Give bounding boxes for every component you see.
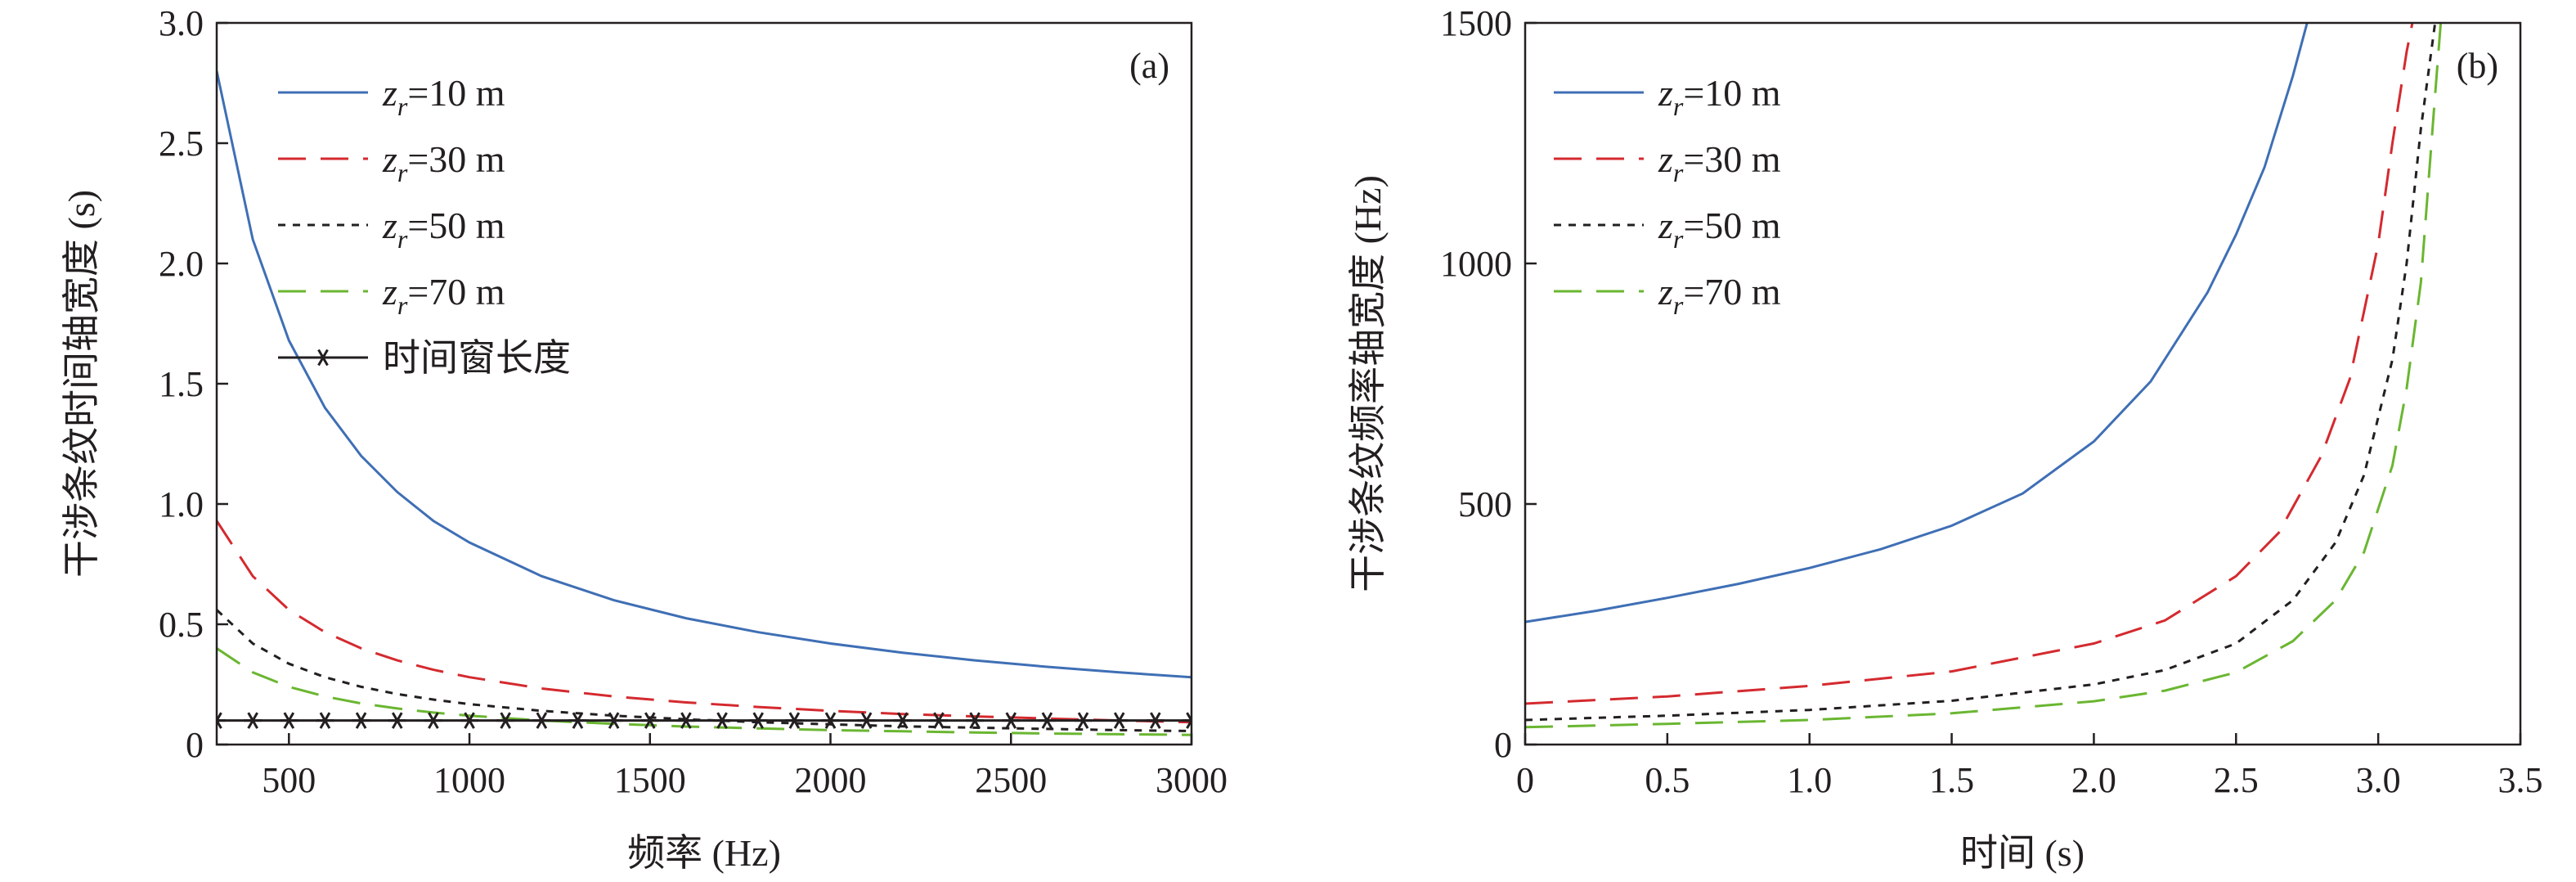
y-tick-label: 2.5 — [159, 124, 204, 164]
legend-label: zr=10 m — [1658, 72, 1781, 121]
x-tick-label: 3000 — [1156, 760, 1227, 800]
x-tick-label: 1000 — [433, 760, 505, 800]
series-line-1 — [1525, 23, 2309, 623]
panel-a-series — [217, 70, 1192, 736]
legend-item-3: zr=50 m — [1554, 205, 1781, 254]
y-tick-label: 500 — [1458, 484, 1512, 524]
star-marker — [640, 712, 659, 729]
star-marker — [1038, 712, 1057, 729]
x-tick-label: 500 — [262, 760, 316, 800]
y-tick-label: 1000 — [1440, 244, 1512, 284]
star-marker — [785, 712, 804, 729]
series-line-3 — [1525, 23, 2437, 722]
star-marker — [280, 712, 298, 729]
star-marker — [893, 712, 912, 729]
y-tick-label: 3.0 — [159, 3, 204, 43]
star-marker — [388, 712, 406, 729]
panel-b-x-axis-title: 时间 (s) — [1960, 832, 2085, 874]
panel-a-y-axis-title: 干涉条纹时间轴宽度 (s) — [61, 190, 102, 578]
legend-label: zr=50 m — [1658, 205, 1781, 254]
panel-a-ticks: 500 1000 1500 2000 2500 3000 0 0.5 1.0 1.5 2.0 2.5 3… — [159, 3, 1227, 800]
x-tick-label: 2.5 — [2214, 760, 2259, 800]
star-marker — [821, 712, 840, 729]
star-marker — [713, 712, 732, 729]
y-tick-label: 1.5 — [159, 364, 204, 404]
x-tick-label: 1500 — [614, 760, 686, 800]
star-marker — [244, 712, 263, 729]
panel-b-tag: (b) — [2457, 46, 2498, 86]
series-line-2 — [1525, 23, 2414, 705]
series-line-4 — [1525, 23, 2443, 729]
panel-b-series — [1525, 23, 2443, 729]
star-marker — [929, 712, 948, 729]
legend-item-2: zr=30 m — [1554, 138, 1781, 187]
x-tick-label: 1.0 — [1787, 760, 1832, 800]
panel-b: 0 0.5 1.0 1.5 2.0 2.5 3.0 3.5 0 500 1000 1500 (b) 时… — [1347, 3, 2543, 874]
x-tick-label: 2000 — [795, 760, 867, 800]
star-marker — [1110, 712, 1129, 729]
panel-b-plot-frame — [1524, 21, 2522, 746]
legend-label: zr=10 m — [382, 72, 505, 121]
panel-a-legend: zr=10 m zr=30 m zr=50 m zr=70 m 时间窗长度 — [278, 72, 571, 379]
y-tick-label: 0.5 — [159, 605, 204, 645]
panel-b-ticks: 0 0.5 1.0 1.5 2.0 2.5 3.0 3.5 0 500 1000 1500 — [1440, 3, 2543, 800]
panel-a-plot-frame — [215, 21, 1193, 746]
panel-b-y-axis-title: 干涉条纹频率轴宽度 (Hz) — [1347, 175, 1389, 592]
star-marker — [749, 712, 768, 729]
star-marker — [604, 712, 623, 729]
legend-item-5: 时间窗长度 — [278, 337, 571, 379]
y-tick-label: 0 — [186, 725, 204, 765]
star-marker — [857, 712, 876, 729]
series-line-4 — [217, 647, 1192, 736]
panel-b-legend: zr=10 m zr=30 m zr=50 m zr=70 m — [1554, 72, 1781, 320]
legend-label: zr=70 m — [1658, 271, 1781, 320]
series-line-1 — [217, 70, 1192, 679]
legend-item-4: zr=70 m — [1554, 271, 1781, 320]
x-tick-label: 0.5 — [1645, 760, 1690, 800]
x-tick-label: 2500 — [975, 760, 1047, 800]
y-tick-label: 2.0 — [159, 244, 204, 284]
panel-a-x-axis-title: 频率 (Hz) — [627, 832, 781, 874]
star-marker — [1183, 712, 1192, 729]
star-marker — [1074, 712, 1093, 729]
star-marker — [676, 712, 695, 729]
y-tick-label: 0 — [1494, 725, 1512, 765]
y-tick-label: 1500 — [1440, 3, 1512, 43]
series-line-2 — [217, 520, 1192, 724]
series-line-3 — [217, 609, 1192, 732]
legend-label: 时间窗长度 — [383, 337, 571, 379]
legend-item-2: zr=30 m — [278, 138, 505, 187]
legend-item-1: zr=10 m — [278, 72, 505, 121]
x-tick-label: 1.5 — [1929, 760, 1974, 800]
x-tick-label: 3.0 — [2356, 760, 2401, 800]
star-marker — [568, 712, 587, 729]
panel-a: 500 1000 1500 2000 2500 3000 0 0.5 1.0 1.5 2.0 2.5 3… — [61, 3, 1227, 874]
legend-item-3: zr=50 m — [278, 205, 505, 254]
star-marker — [532, 712, 551, 729]
legend-label: zr=50 m — [382, 205, 505, 254]
x-tick-label: 3.5 — [2498, 760, 2543, 800]
legend-item-1: zr=10 m — [1554, 72, 1781, 121]
star-marker — [1002, 712, 1021, 729]
star-marker — [496, 712, 515, 729]
star-marker — [424, 712, 442, 729]
x-tick-label: 0 — [1516, 760, 1534, 800]
panel-a-tag: (a) — [1129, 46, 1169, 86]
x-tick-label: 2.0 — [2071, 760, 2116, 800]
legend-item-4: zr=70 m — [278, 271, 505, 320]
star-marker — [352, 712, 370, 729]
star-marker — [316, 712, 334, 729]
star-marker — [460, 712, 479, 729]
star-marker — [217, 712, 226, 729]
star-marker — [1146, 712, 1165, 729]
star-marker — [966, 712, 985, 729]
legend-label: zr=30 m — [382, 138, 505, 187]
y-tick-label: 1.0 — [159, 484, 204, 524]
legend-label: zr=70 m — [382, 271, 505, 320]
legend-label: zr=30 m — [1658, 138, 1781, 187]
